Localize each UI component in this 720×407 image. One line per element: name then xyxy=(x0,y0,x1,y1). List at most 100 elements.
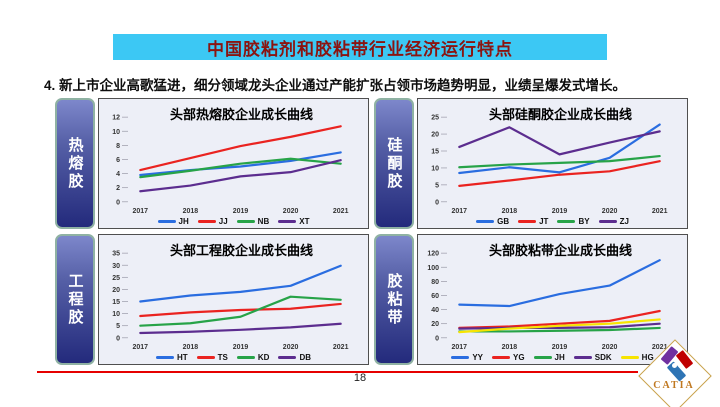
svg-text:2021: 2021 xyxy=(333,344,349,351)
panel-silicone-adhesive: 硅酮胶 头部硅酮胶企业成长曲线 0 5 10 15 20 25 2017 2018 2019 20… xyxy=(374,98,688,229)
svg-text:2: 2 xyxy=(116,185,120,192)
svg-text:10: 10 xyxy=(431,165,439,172)
svg-text:0: 0 xyxy=(435,199,439,206)
svg-text:15: 15 xyxy=(112,299,120,306)
svg-text:2020: 2020 xyxy=(283,208,299,215)
legend-swatch xyxy=(155,356,174,359)
legend-swatch xyxy=(557,220,576,223)
legend-item-NB: NB xyxy=(236,217,270,226)
legend-swatch xyxy=(451,356,470,359)
category-tab-silicone: 硅酮胶 xyxy=(374,98,414,229)
svg-text:2019: 2019 xyxy=(233,344,249,351)
svg-text:5: 5 xyxy=(435,182,439,189)
legend-label: SDK xyxy=(594,353,612,362)
chart-title: 头部工程胶企业成长曲线 xyxy=(170,243,314,258)
legend-item-KD: KD xyxy=(236,353,270,362)
svg-text:25: 25 xyxy=(431,115,439,122)
svg-text:15: 15 xyxy=(431,149,439,156)
svg-text:10: 10 xyxy=(112,311,120,318)
legend-swatch xyxy=(518,220,537,223)
logo-center-dot xyxy=(672,363,677,368)
legend-swatch xyxy=(491,356,510,359)
svg-text:2018: 2018 xyxy=(183,208,199,215)
svg-text:2021: 2021 xyxy=(333,208,349,215)
category-tab-engineering: 工程胶 xyxy=(55,234,95,365)
panel-engineering-adhesive: 工程胶 头部工程胶企业成长曲线 0 5 10 15 20 25 30 35 2017 2018 20… xyxy=(55,234,369,365)
svg-text:2017: 2017 xyxy=(452,344,468,351)
legend-swatch xyxy=(598,220,617,223)
chart-legend: HT TS KD DB xyxy=(99,353,368,362)
legend-label: XT xyxy=(299,217,310,226)
category-tab-hot-melt: 热熔胶 xyxy=(55,98,95,229)
chart-title: 头部硅酮胶企业成长曲线 xyxy=(489,107,633,122)
legend-label: JJ xyxy=(218,217,228,226)
svg-text:2018: 2018 xyxy=(502,208,518,215)
legend-item-XT: XT xyxy=(278,217,309,226)
chart-hot-melt: 头部热熔胶企业成长曲线 0 2 4 6 8 10 12 2017 2018 2019 2020 202… xyxy=(98,98,369,229)
chart-legend: JH JJ NB XT xyxy=(99,217,368,226)
svg-text:60: 60 xyxy=(431,293,439,300)
catia-logo: CATIA xyxy=(631,339,717,407)
line-chart-hot-melt: 0 2 4 6 8 10 12 2017 2018 2019 2020 2021 xyxy=(112,115,349,215)
legend-item-TS: TS xyxy=(196,353,228,362)
svg-text:0: 0 xyxy=(116,199,120,206)
svg-text:2018: 2018 xyxy=(502,344,518,351)
legend-swatch xyxy=(533,356,552,359)
legend-item-JJ: JJ xyxy=(197,217,228,226)
svg-text:120: 120 xyxy=(427,251,439,258)
legend-item-HG: HG xyxy=(620,353,654,362)
svg-text:20: 20 xyxy=(112,287,120,294)
legend-swatch xyxy=(620,356,639,359)
legend-label: JH xyxy=(554,353,565,362)
svg-text:8: 8 xyxy=(116,143,120,150)
legend-label: HT xyxy=(176,353,188,362)
page-number: 18 xyxy=(353,372,367,384)
legend-item-SDK: SDK xyxy=(573,353,612,362)
page-title: 中国胶粘剂和胶粘带行业经济运行特点 xyxy=(207,39,513,59)
chart-title: 头部胶粘带企业成长曲线 xyxy=(489,243,633,258)
legend-label: KD xyxy=(257,353,270,362)
svg-text:2021: 2021 xyxy=(652,208,668,215)
legend-swatch xyxy=(236,356,255,359)
legend-swatch xyxy=(476,220,495,223)
panel-hot-melt-adhesive: 热熔胶 头部热熔胶企业成长曲线 0 2 4 6 8 10 12 2017 2018 2019 202… xyxy=(55,98,369,229)
line-chart-tape: 0 20 40 60 80 100 120 2017 2018 2019 2020 2021 xyxy=(427,251,667,351)
svg-text:4: 4 xyxy=(116,171,120,178)
legend-item-JT: JT xyxy=(518,217,548,226)
svg-text:12: 12 xyxy=(112,115,120,122)
legend-label: JH xyxy=(178,217,189,226)
legend-swatch xyxy=(278,356,297,359)
legend-label: ZJ xyxy=(619,217,629,226)
legend-item-BY: BY xyxy=(557,217,590,226)
svg-text:35: 35 xyxy=(112,251,120,258)
legend-label: DB xyxy=(299,353,312,362)
panel-adhesive-tape: 胶粘带 头部胶粘带企业成长曲线 0 20 40 60 80 100 120 2017 2018 2… xyxy=(374,234,688,365)
svg-text:2017: 2017 xyxy=(133,344,149,351)
legend-item-YG: YG xyxy=(491,353,525,362)
svg-text:0: 0 xyxy=(116,335,120,342)
chart-engineering: 头部工程胶企业成长曲线 0 5 10 15 20 25 30 35 2017 2018 2019 20… xyxy=(98,234,369,365)
legend-item-JH: JH xyxy=(157,217,189,226)
category-tab-tape: 胶粘带 xyxy=(374,234,414,365)
svg-text:25: 25 xyxy=(112,275,120,282)
legend-swatch xyxy=(278,220,297,223)
svg-text:0: 0 xyxy=(435,335,439,342)
bullet-text: 4. 新上市企业高歌猛进，细分领域龙头企业通过产能扩张占领市场趋势明显，业绩呈爆… xyxy=(44,78,627,93)
legend-item-HT: HT xyxy=(155,353,188,362)
svg-text:80: 80 xyxy=(431,279,439,286)
line-chart-engineering: 0 5 10 15 20 25 30 35 2017 2018 2019 2020 2021 xyxy=(112,251,349,351)
svg-text:40: 40 xyxy=(431,307,439,314)
svg-text:5: 5 xyxy=(116,323,120,330)
legend-item-ZJ: ZJ xyxy=(598,217,629,226)
svg-text:2019: 2019 xyxy=(552,344,568,351)
chart-tape: 头部胶粘带企业成长曲线 0 20 40 60 80 100 120 2017 2018 2019 2… xyxy=(417,234,688,365)
red-separator-line xyxy=(37,371,638,373)
legend-label: JT xyxy=(539,217,549,226)
svg-text:2020: 2020 xyxy=(283,344,299,351)
legend-label: TS xyxy=(217,353,228,362)
svg-text:2017: 2017 xyxy=(452,208,468,215)
legend-swatch xyxy=(197,220,216,223)
legend-label: NB xyxy=(257,217,270,226)
svg-text:2018: 2018 xyxy=(183,344,199,351)
